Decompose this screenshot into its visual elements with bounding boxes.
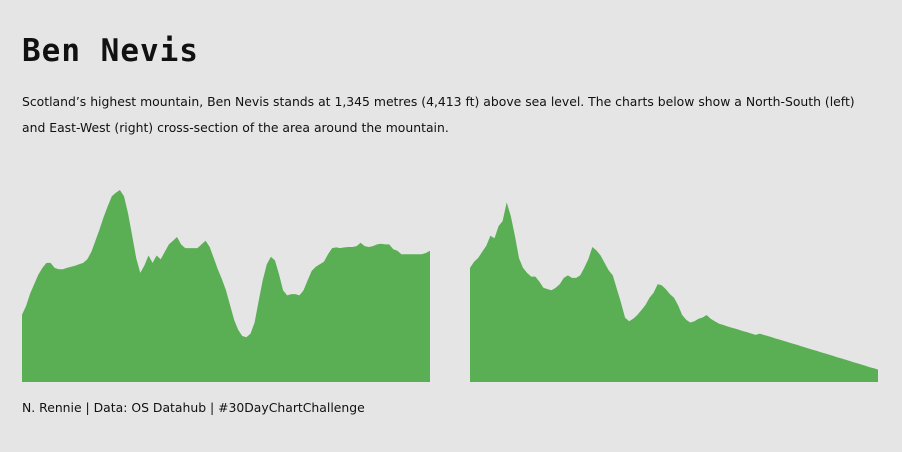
caption: N. Rennie | Data: OS Datahub | #30DayCha… bbox=[22, 400, 365, 415]
chart-title: Ben Nevis bbox=[22, 33, 199, 69]
chart-subtitle: Scotland’s highest mountain, Ben Nevis s… bbox=[22, 94, 855, 135]
north-south-area bbox=[22, 190, 430, 382]
east-west-area bbox=[470, 202, 878, 382]
